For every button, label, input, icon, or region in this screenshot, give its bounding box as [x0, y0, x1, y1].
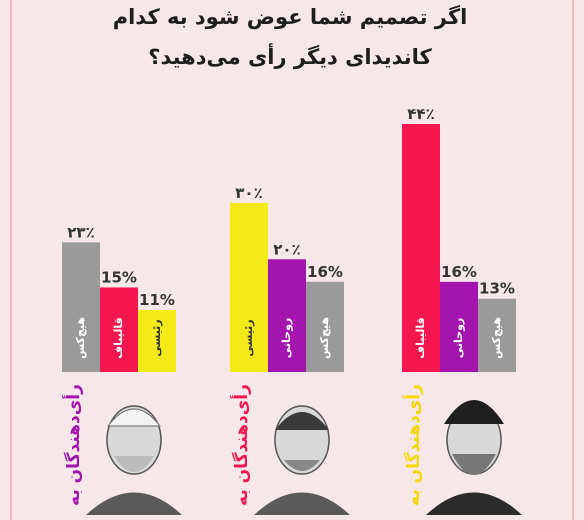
bar-2-0 — [402, 124, 440, 372]
category-label-2-2: هیچ‌کس — [490, 317, 503, 359]
value-label-0-0: ۲۳٪ — [67, 223, 94, 241]
category-label-2-1: روحانی — [452, 318, 465, 359]
raisi-portrait — [426, 400, 522, 515]
bar-1-2 — [306, 281, 344, 372]
group-label-1: رأی‌دهندگان به — [230, 384, 252, 506]
category-label-1-1: روحانی — [280, 318, 293, 359]
category-label-0-1: قالیباف — [112, 317, 125, 358]
category-label-1-2: هیچ‌کس — [318, 317, 331, 359]
chart-title-line2: کاندیدای دیگر رأی می‌دهید؟ — [148, 45, 432, 69]
frame-line-left — [10, 0, 12, 520]
bar-0-0 — [62, 242, 100, 372]
value-label-0-1: 15% — [101, 268, 137, 286]
category-label-0-0: هیچ‌کس — [74, 317, 87, 359]
value-label-2-0: ۴۴٪ — [407, 105, 434, 123]
value-label-0-2: 11% — [139, 291, 175, 309]
category-label-1-0: رئیسی — [242, 319, 255, 356]
bar-1-0 — [230, 202, 268, 372]
value-label-1-2: 16% — [307, 263, 343, 281]
category-label-0-2: رئیسی — [150, 319, 163, 356]
value-label-2-1: 16% — [441, 263, 477, 281]
value-label-1-1: ۲۰٪ — [273, 240, 300, 258]
value-label-1-0: ۳۰٪ — [235, 184, 262, 202]
bar-0-1 — [100, 287, 138, 372]
chart-marks: ۲۳٪ هیچ‌کس 15% قالیباف 11% رئیسی رأی‌دهندگان ب… — [62, 105, 522, 515]
bar-2-2 — [478, 298, 516, 372]
bar-2-1 — [440, 281, 478, 372]
bar-1-1 — [268, 259, 306, 372]
category-label-2-0: قالیباف — [414, 317, 427, 358]
group-label-2: رأی‌دهندگان به — [402, 384, 424, 506]
frame-line-right — [572, 0, 574, 520]
group-label-0: رأی‌دهندگان به — [62, 384, 84, 506]
ghalibaf-portrait — [254, 405, 350, 515]
value-label-2-2: 13% — [479, 280, 515, 298]
rouhani-portrait — [86, 405, 182, 515]
bar-0-2 — [138, 310, 176, 372]
chart-title-line1: اگر تصمیم شما عوض شود به کدام — [112, 5, 468, 29]
